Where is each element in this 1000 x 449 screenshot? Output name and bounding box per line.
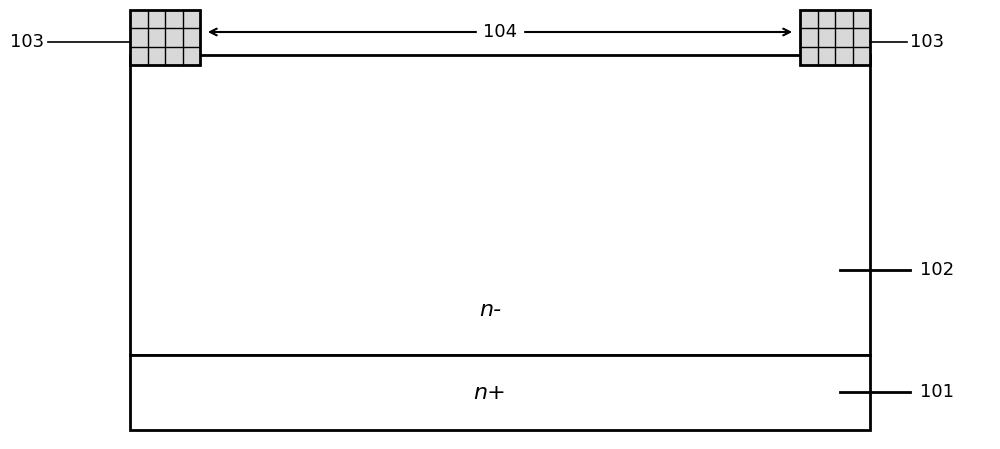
Bar xyxy=(130,55,870,355)
Text: n-: n- xyxy=(479,300,501,320)
Text: 102: 102 xyxy=(920,261,954,279)
Text: 103: 103 xyxy=(10,33,44,51)
Text: 104: 104 xyxy=(483,23,517,41)
Text: n+: n+ xyxy=(474,383,506,403)
Bar xyxy=(800,10,870,65)
Text: 101: 101 xyxy=(920,383,954,401)
Bar xyxy=(130,10,200,65)
Text: 103: 103 xyxy=(910,33,944,51)
Bar xyxy=(130,355,870,430)
